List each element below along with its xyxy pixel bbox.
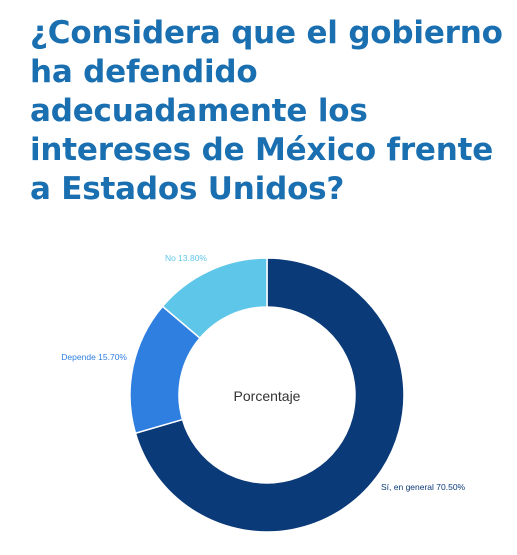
slice-labels: Sí, en general 70.50% Depende 15.70% No 13… (61, 253, 465, 492)
donut-slice-1 (134, 257, 405, 533)
donut-slice-3 (161, 257, 268, 340)
slice-label-2: Depende 15.70% (61, 352, 127, 362)
chart-title: ¿Considera que el gobierno ha defendido … (30, 15, 503, 207)
slice-label-1: Sí, en general 70.50% (381, 482, 466, 492)
donut-slices (129, 257, 405, 533)
slice-label-3: No 13.80% (165, 253, 207, 263)
center-label: Porcentaje (234, 388, 301, 404)
